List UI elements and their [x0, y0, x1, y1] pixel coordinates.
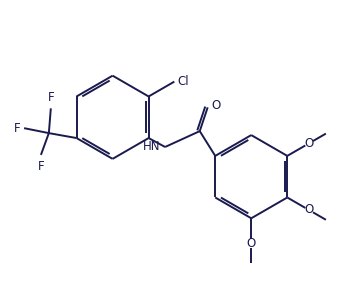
Text: O: O	[247, 236, 256, 249]
Text: O: O	[211, 99, 221, 112]
Text: O: O	[304, 203, 313, 216]
Text: O: O	[304, 137, 313, 150]
Text: F: F	[38, 160, 44, 173]
Text: F: F	[14, 122, 20, 135]
Text: F: F	[47, 91, 54, 104]
Text: Cl: Cl	[177, 75, 189, 88]
Text: HN: HN	[143, 140, 160, 153]
